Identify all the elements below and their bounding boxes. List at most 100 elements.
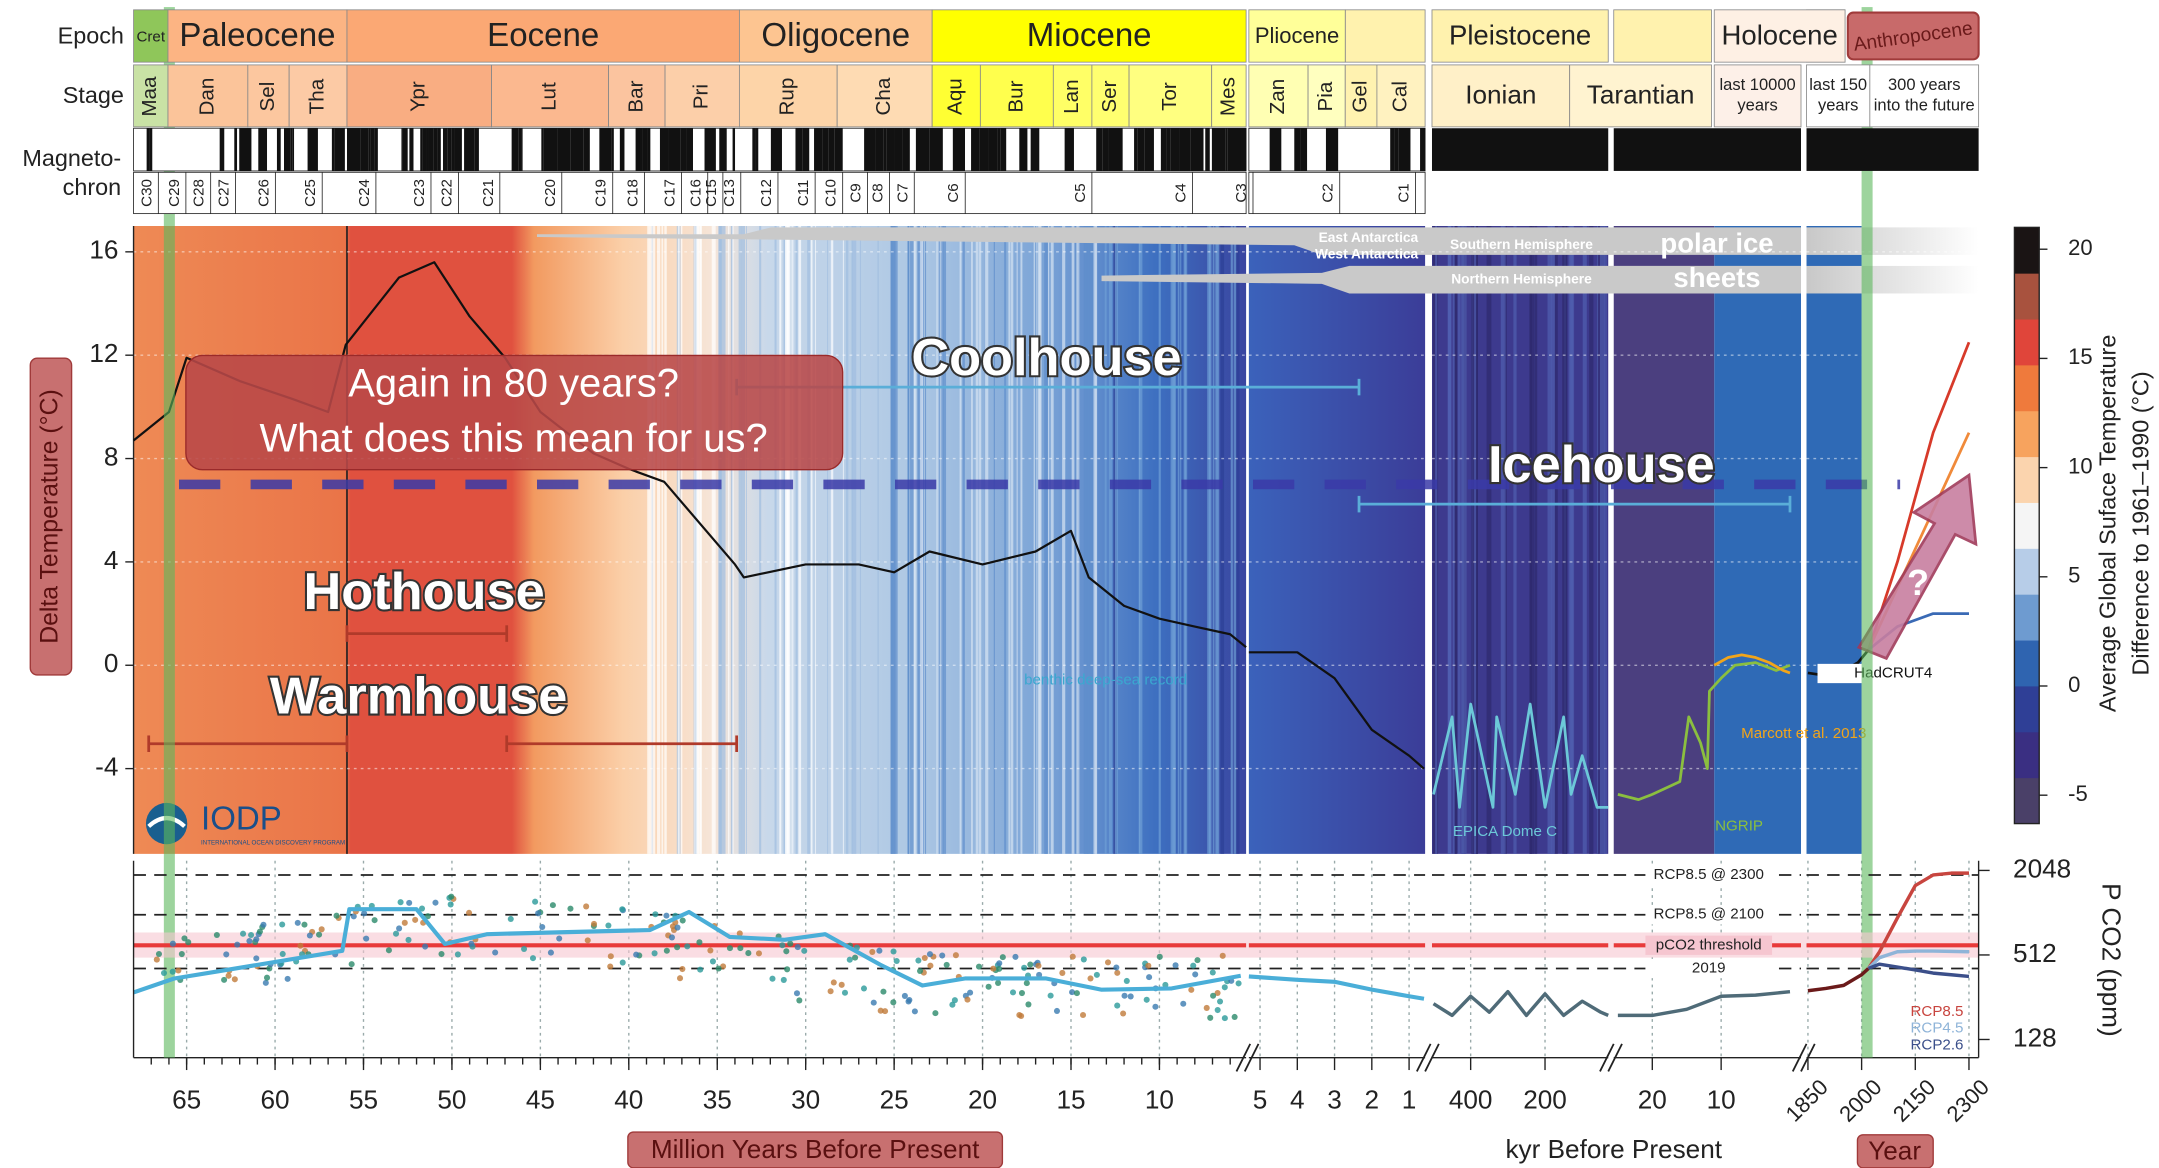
proxy-dot bbox=[870, 999, 877, 1006]
colorbar-band bbox=[2014, 273, 2040, 320]
climate-stripe bbox=[728, 226, 730, 854]
chron-label: C4 bbox=[1172, 183, 1189, 202]
colorbar-band bbox=[2014, 410, 2040, 458]
magnetochron-stripe bbox=[583, 128, 590, 171]
proxy-dot bbox=[679, 917, 686, 924]
chron-label: C9 bbox=[847, 183, 864, 202]
stage-label: Bar bbox=[624, 80, 647, 112]
magnetochron-stripe bbox=[979, 128, 989, 171]
magnetochron-stripe bbox=[1227, 128, 1241, 171]
magnetochron-stripe bbox=[374, 128, 378, 171]
magnetochron-stripe bbox=[447, 128, 452, 171]
proxy-dot bbox=[260, 921, 267, 928]
proxy-dot bbox=[720, 963, 727, 970]
magnetochron-stripe bbox=[971, 128, 980, 171]
epoch-label: Pliocene bbox=[1255, 23, 1339, 48]
proxy-dot bbox=[438, 951, 445, 958]
x-tick-label: 60 bbox=[261, 1085, 290, 1115]
proxy-dot bbox=[393, 930, 400, 937]
magnetochron-stripe bbox=[368, 128, 371, 171]
chron-label: C16 bbox=[688, 179, 705, 207]
magnetochron-stripe bbox=[557, 128, 571, 171]
climate-stripe bbox=[924, 226, 927, 854]
co2-line bbox=[1807, 967, 1870, 993]
proxy-dot bbox=[539, 923, 546, 930]
reference-label: RCP8.5 @ 2100 bbox=[1654, 906, 1764, 923]
proxy-dot bbox=[916, 967, 924, 975]
magnetochron-stripe bbox=[929, 128, 943, 171]
proxy-dot bbox=[1121, 992, 1128, 999]
magnetochron-stripe bbox=[454, 128, 462, 171]
proxy-dot bbox=[1079, 1011, 1087, 1019]
climate-stripe bbox=[971, 226, 973, 854]
climate-stripe bbox=[698, 226, 700, 854]
magnetochron-stripe bbox=[1137, 128, 1145, 171]
reference-label-bg bbox=[1645, 865, 1773, 885]
annotation: Icehouse bbox=[1488, 436, 1715, 494]
chron-label: C3 bbox=[1233, 183, 1250, 202]
co2-line bbox=[1617, 989, 1791, 1018]
proxy-dot bbox=[1217, 998, 1224, 1005]
climate-stripe bbox=[695, 226, 697, 854]
magnetochron-stripe bbox=[1166, 128, 1171, 171]
climate-stripe bbox=[941, 226, 944, 854]
climate-stripe bbox=[1216, 226, 1220, 854]
proxy-dot bbox=[234, 941, 241, 948]
stage-label: Cal bbox=[1388, 81, 1411, 112]
climate-stripe bbox=[1212, 226, 1215, 854]
climate-stripe bbox=[1016, 226, 1018, 854]
chron-label: C23 bbox=[411, 179, 428, 207]
climate-stripe bbox=[1177, 226, 1180, 854]
proxy-dot bbox=[262, 979, 269, 986]
y-tick-label: -4 bbox=[95, 752, 118, 782]
y-axis-title: Delta Temperature (°C) bbox=[36, 389, 63, 643]
series-label: Marcott et al. 2013 bbox=[1741, 725, 1866, 742]
x-tick-label: 4 bbox=[1290, 1085, 1305, 1115]
proxy-dot bbox=[1172, 962, 1179, 969]
proxy-dot bbox=[213, 931, 220, 939]
proxy-dot bbox=[363, 935, 370, 942]
climate-stripe bbox=[741, 226, 746, 854]
proxy-dot bbox=[240, 930, 247, 937]
climate-stripe bbox=[657, 226, 661, 854]
proxy-dot bbox=[619, 959, 626, 966]
proxy-dot bbox=[927, 962, 934, 969]
proxy-dot bbox=[1021, 964, 1028, 971]
climate-stripe bbox=[746, 226, 747, 854]
climate-stripe bbox=[680, 226, 683, 854]
climate-stripe bbox=[852, 226, 857, 854]
climate-stripe bbox=[1596, 226, 1599, 854]
colorbar-band bbox=[2014, 227, 2040, 274]
climate-stripe bbox=[939, 226, 941, 854]
proxy-dot bbox=[263, 974, 271, 981]
callout-text: What does this mean for us? bbox=[260, 416, 768, 460]
magnetochron-stripe bbox=[802, 128, 810, 171]
annotation: Warmhouse bbox=[270, 667, 567, 725]
climate-stripe bbox=[1062, 226, 1066, 854]
proxy-dot bbox=[607, 963, 614, 970]
proxy-dot bbox=[1035, 962, 1042, 969]
reference-label: 2019 bbox=[1692, 960, 1726, 977]
proxy-dot bbox=[663, 912, 670, 919]
climate-stripe bbox=[910, 226, 914, 854]
proxy-dot bbox=[880, 988, 887, 995]
chron-label: C1 bbox=[1395, 183, 1412, 202]
chron-label: C10 bbox=[823, 179, 840, 207]
magnetochron-stripe bbox=[1102, 128, 1109, 171]
stage-label: Sel bbox=[256, 82, 279, 112]
temperature-line bbox=[1432, 702, 1609, 809]
proxy-dot bbox=[869, 948, 876, 955]
stage-cell bbox=[346, 64, 492, 128]
proxy-dot bbox=[838, 981, 845, 988]
stage-label: Tha bbox=[306, 78, 329, 114]
x-tick-label: 1 bbox=[1402, 1085, 1417, 1115]
legend-entry: RCP4.5 bbox=[1911, 1020, 1964, 1037]
proxy-dot bbox=[231, 976, 238, 983]
magnetochron-stripe bbox=[668, 128, 681, 171]
ice-sheet-label: West Antarctica bbox=[1315, 247, 1419, 262]
epoch-cell bbox=[1431, 9, 1609, 63]
ice-sheet-label: East Antarctica bbox=[1319, 230, 1419, 245]
magnetochron-stripe bbox=[428, 128, 434, 171]
proxy-dot bbox=[248, 931, 255, 939]
epoch-cell bbox=[133, 9, 169, 63]
